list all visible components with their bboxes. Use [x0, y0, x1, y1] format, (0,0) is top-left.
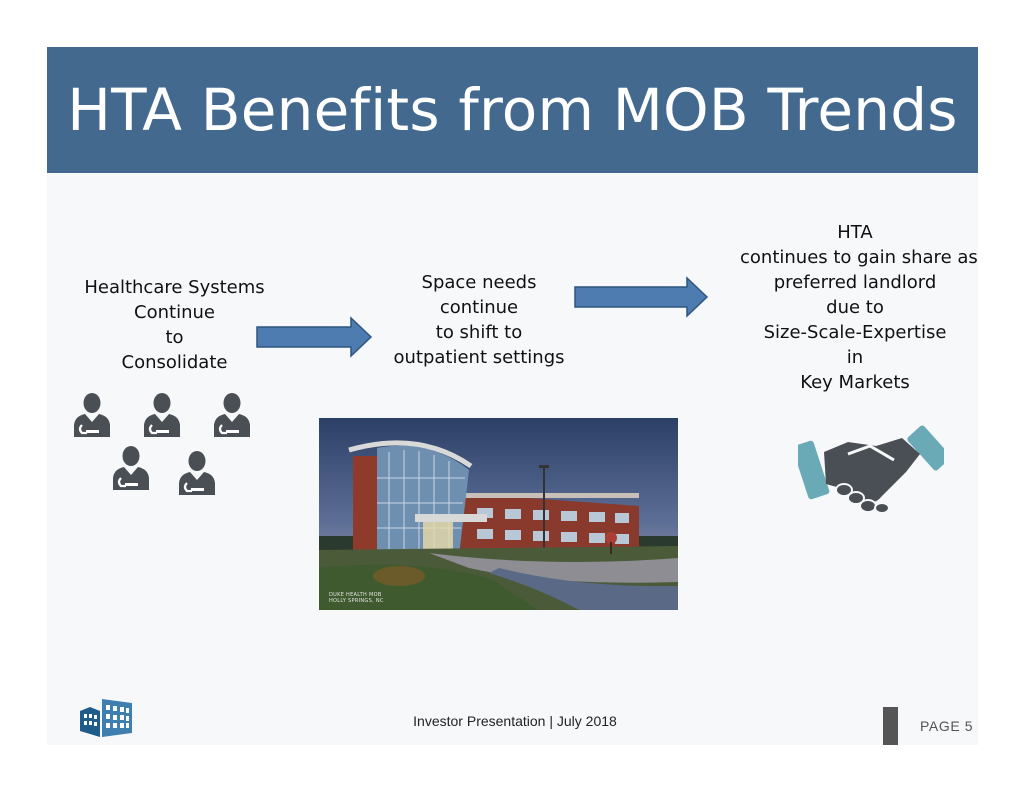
middle-text-block: Space needs continue to shift to outpati… [383, 270, 575, 370]
handshake-icon [798, 425, 944, 514]
arrow-right-icon [574, 276, 709, 318]
right-text-block: HTA continues to gain share as preferred… [740, 220, 978, 395]
title-bar: HTA Benefits from MOB Trends [47, 47, 978, 173]
arrow-right-icon [256, 316, 373, 358]
photo-caption-line: DUKE HEALTH MOB [329, 592, 382, 598]
page-number: PAGE 5 [920, 718, 974, 734]
person-icon [72, 392, 112, 438]
person-icon [177, 450, 217, 496]
left-text-line: Consolidate [121, 352, 228, 373]
right-text-line: preferred landlord [773, 272, 937, 293]
page-indicator-bar [883, 707, 898, 745]
middle-text-line: to shift to [435, 322, 523, 343]
left-text-line: to [165, 327, 184, 348]
middle-text-line: outpatient settings [393, 347, 565, 368]
photo-caption: DUKE HEALTH MOB HOLLY SPRINGS, NC [329, 592, 384, 604]
right-text-line: due to [826, 297, 884, 318]
middle-text-line: Space needs [421, 272, 537, 293]
right-text-line: HTA [837, 222, 873, 243]
person-icon [111, 445, 151, 491]
middle-text-line: continue [439, 297, 519, 318]
left-text-block: Healthcare Systems Continue to Consolida… [72, 275, 277, 375]
slide-title: HTA Benefits from MOB Trends [67, 76, 958, 144]
company-logo-icon [80, 699, 132, 737]
footer-text: Investor Presentation | July 2018 [413, 713, 617, 729]
right-text-line: continues to gain share as [740, 247, 978, 268]
right-text-line: Size-Scale-Expertise [763, 322, 947, 343]
photo-caption-line: HOLLY SPRINGS, NC [329, 598, 384, 604]
right-text-line: Key Markets [800, 372, 910, 393]
right-text-line: in [846, 347, 864, 368]
left-text-line: Healthcare Systems [84, 277, 265, 298]
building-photo: DUKE HEALTH MOB HOLLY SPRINGS, NC [319, 418, 678, 610]
left-text-line: Continue [134, 302, 215, 323]
person-icon [212, 392, 252, 438]
person-icon [142, 392, 182, 438]
